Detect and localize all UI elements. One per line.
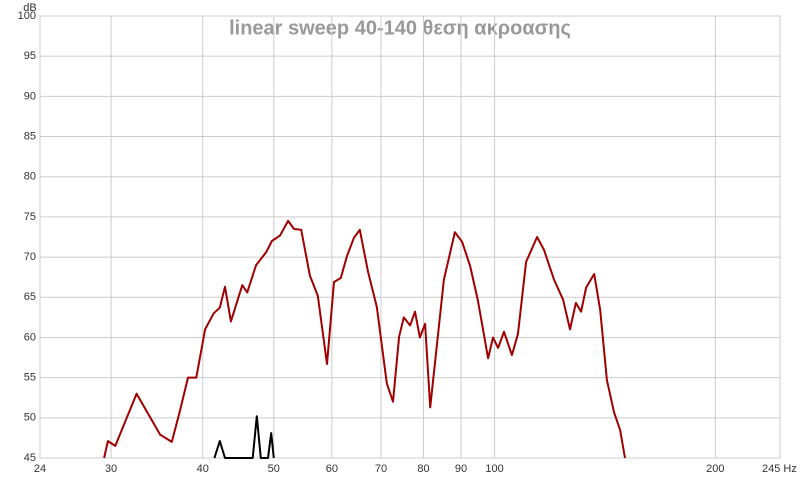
x-tick-label: 40 bbox=[197, 463, 209, 475]
x-tick-label: 70 bbox=[375, 463, 387, 475]
data-line bbox=[103, 219, 626, 459]
y-tick-label: 55 bbox=[24, 372, 36, 384]
x-tick-label: 50 bbox=[268, 463, 280, 475]
x-tick-label: 245 Hz bbox=[762, 463, 797, 475]
y-tick-label: 45 bbox=[24, 452, 36, 464]
y-tick-label: 75 bbox=[24, 211, 36, 223]
x-tick-label: 80 bbox=[417, 463, 429, 475]
x-tick-label: 90 bbox=[455, 463, 467, 475]
y-tick-label: 50 bbox=[24, 412, 36, 424]
x-tick-label: 100 bbox=[485, 463, 503, 475]
x-tick-label: 200 bbox=[706, 463, 724, 475]
y-tick-label: 65 bbox=[24, 291, 36, 303]
y-tick-label: 70 bbox=[24, 251, 36, 263]
y-tick-label: 100 bbox=[18, 10, 36, 22]
data-line bbox=[213, 415, 275, 459]
x-tick-label: 60 bbox=[326, 463, 338, 475]
x-tick-label: 30 bbox=[105, 463, 117, 475]
y-tick-label: 95 bbox=[24, 50, 36, 62]
y-tick-label: 85 bbox=[24, 130, 36, 142]
plot-frame bbox=[39, 15, 781, 459]
y-tick-label: 90 bbox=[24, 90, 36, 102]
x-tick-label: 24 bbox=[34, 463, 46, 475]
y-tick-label: 80 bbox=[24, 171, 36, 183]
chart-title: linear sweep 40-140 θεση ακροασης bbox=[229, 17, 571, 39]
y-axis-label: dB bbox=[23, 2, 36, 14]
y-tick-label: 60 bbox=[24, 331, 36, 343]
